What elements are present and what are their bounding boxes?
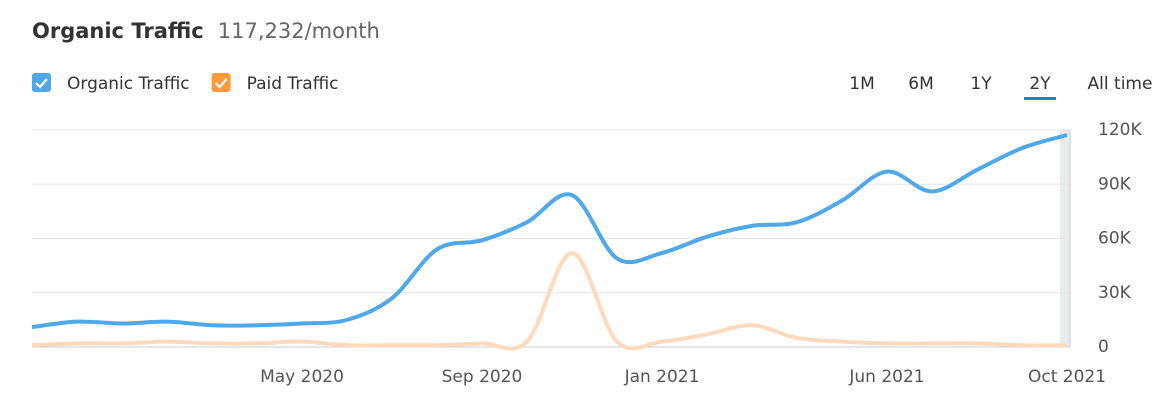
series-line bbox=[31, 133, 1068, 330]
range-button[interactable]: All time bbox=[1088, 74, 1153, 94]
range-button[interactable]: 6M bbox=[908, 74, 933, 94]
x-tick-label: Sep 2020 bbox=[442, 367, 523, 387]
legend-label: Organic Traffic bbox=[67, 74, 190, 94]
x-tick-label: May 2020 bbox=[260, 367, 344, 387]
legend-checkbox[interactable] bbox=[32, 73, 51, 92]
y-tick-label: 90K bbox=[1098, 174, 1132, 194]
range-button[interactable]: 2Y bbox=[1029, 74, 1051, 94]
title: Organic Traffic bbox=[32, 19, 204, 43]
x-tick-label: Oct 2021 bbox=[1028, 367, 1106, 387]
x-tick-label: Jun 2021 bbox=[848, 367, 924, 387]
x-tick-label: Jan 2021 bbox=[624, 367, 700, 387]
subtitle: 117,232/month bbox=[218, 19, 380, 43]
range-button[interactable]: 1Y bbox=[970, 74, 992, 94]
legend-label: Paid Traffic bbox=[247, 74, 339, 94]
range-underline bbox=[1024, 97, 1056, 100]
y-tick-label: 120K bbox=[1098, 120, 1142, 140]
check-icon bbox=[214, 78, 228, 89]
check-icon bbox=[35, 78, 48, 89]
series-line bbox=[31, 250, 1068, 351]
y-tick-label: 60K bbox=[1098, 229, 1132, 249]
legend-checkbox[interactable] bbox=[211, 73, 231, 92]
range-button[interactable]: 1M bbox=[849, 74, 874, 94]
y-tick-label: 30K bbox=[1098, 283, 1132, 303]
y-tick-label: 0 bbox=[1098, 337, 1109, 357]
